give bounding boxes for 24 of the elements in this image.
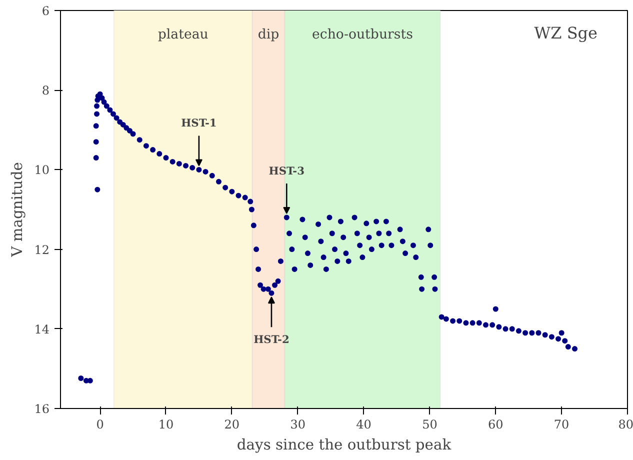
y-tick-label: 10 <box>34 163 50 178</box>
band-label: echo-outbursts <box>312 28 414 42</box>
x-tick-label: 30 <box>290 418 306 432</box>
x-tick-label: 50 <box>422 418 438 432</box>
annotation: HST-2 <box>254 333 290 346</box>
x-tick-label: 40 <box>356 418 372 432</box>
annotation: HST-3 <box>268 164 305 178</box>
y-tick-label: 6 <box>42 4 50 18</box>
y-tick-label: 12 <box>34 242 50 257</box>
y-tick-label: 14 <box>34 322 50 336</box>
annotation: HST-1 <box>181 116 217 130</box>
y-tick-label: 16 <box>34 402 50 416</box>
x-tick-label: 60 <box>488 418 504 432</box>
x-tick-label: 20 <box>224 418 240 432</box>
band-label: dip <box>258 28 280 42</box>
y-tick-label: 8 <box>42 84 50 98</box>
band-label: plateau <box>158 28 209 42</box>
x-tick-label: 70 <box>554 418 570 432</box>
x-tick-label: 0 <box>96 418 104 432</box>
annotation: WZ Sge <box>534 24 598 42</box>
y-axis-title: V magnitude <box>9 162 26 258</box>
x-tick-label: 10 <box>158 418 174 432</box>
x-axis-title: days since the outburst peak <box>236 436 452 454</box>
x-tick-label: 80 <box>618 418 633 432</box>
